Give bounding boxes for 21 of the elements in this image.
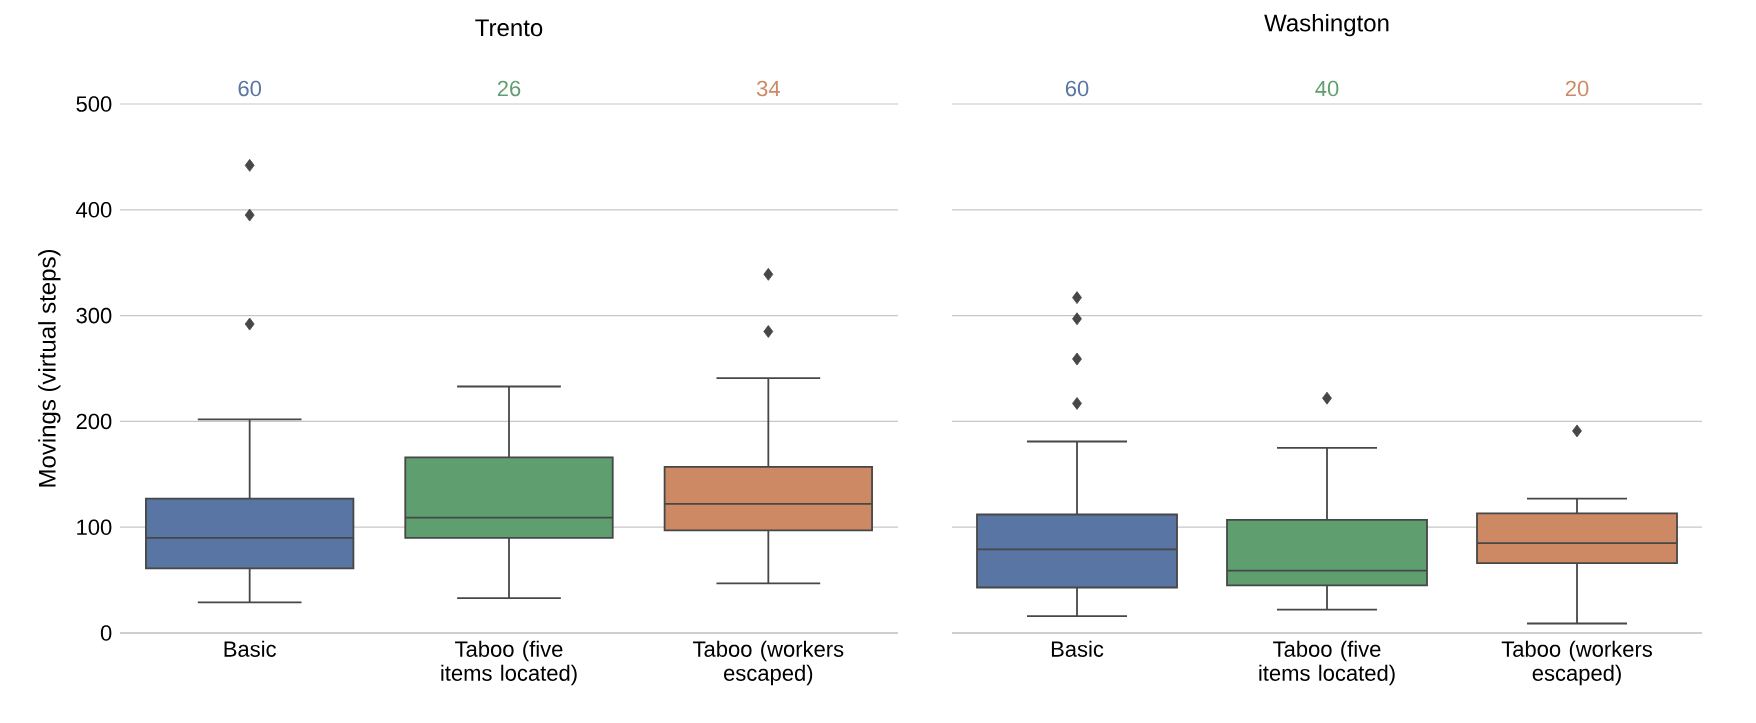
text: 20: [1565, 80, 1589, 97]
text: 60: [1065, 80, 1089, 97]
y-tick-label: 100: [77, 519, 112, 535]
y-tick-label: 500: [76, 96, 112, 112]
y-tick-label: 0: [100, 625, 112, 641]
chart-title: Washington: [1264, 13, 1389, 37]
chart-title: Trento: [475, 19, 543, 37]
x-tick-label: Taboo (workers escaped): [693, 640, 844, 686]
y-tick-label: 300: [76, 307, 112, 324]
text: 26: [497, 80, 521, 97]
x-tick-label: Basic: [1051, 640, 1104, 657]
x-tick-label: Taboo (five items located): [1259, 640, 1395, 686]
x-tick-label: Basic: [224, 640, 276, 657]
x-tick-label: Taboo (five items located): [441, 640, 577, 686]
y-tick-label: 400: [76, 202, 112, 218]
y-axis-title: Movings (virtual steps): [38, 250, 61, 487]
text: 34: [756, 80, 780, 97]
x-tick-label: Taboo (workers escaped): [1501, 640, 1652, 686]
text: 60: [238, 80, 262, 97]
text: 40: [1315, 80, 1339, 97]
y-tick-label: 200: [76, 413, 112, 430]
